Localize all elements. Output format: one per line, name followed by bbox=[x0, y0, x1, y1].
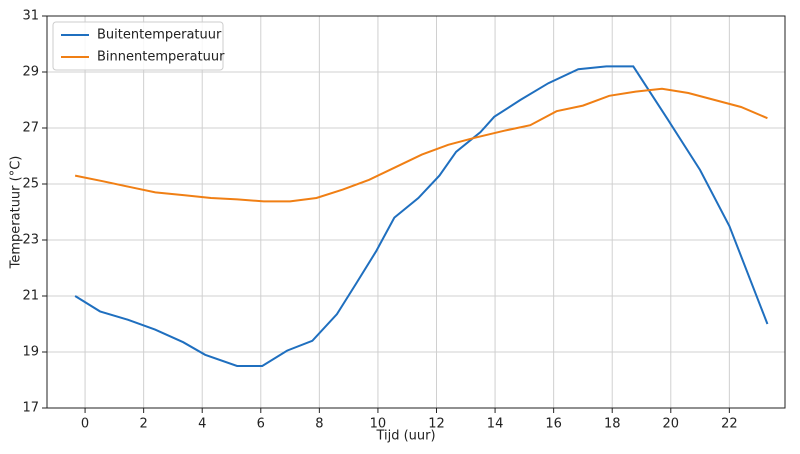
y-tick-label: 27 bbox=[22, 121, 39, 136]
y-tick-label: 29 bbox=[22, 65, 39, 80]
x-tick-label: 10 bbox=[370, 417, 387, 432]
x-tick-label: 16 bbox=[545, 417, 562, 432]
x-axis-label: Tijd (uur) bbox=[375, 429, 435, 444]
y-tick-label: 25 bbox=[22, 177, 39, 192]
x-tick-label: 2 bbox=[140, 417, 148, 432]
y-tick-label: 19 bbox=[22, 345, 39, 360]
y-tick-label: 23 bbox=[22, 233, 39, 248]
x-tick-label: 18 bbox=[604, 417, 621, 432]
x-tick-label: 12 bbox=[428, 417, 445, 432]
y-tick-label: 17 bbox=[22, 401, 39, 416]
plot-frame bbox=[46, 15, 786, 409]
x-tick-label: 8 bbox=[315, 417, 323, 432]
x-tick-label: 20 bbox=[663, 417, 680, 432]
x-tick-label: 0 bbox=[81, 417, 89, 432]
data-line bbox=[74, 87, 768, 203]
data-line bbox=[74, 65, 769, 367]
y-tick-label: 31 bbox=[22, 9, 39, 24]
legend: Buitentemperatuur Binnentemperatuur bbox=[52, 21, 225, 71]
y-axis-label: Temperatuur (°C) bbox=[9, 156, 24, 270]
x-tick-label: 14 bbox=[487, 417, 504, 432]
legend-box bbox=[52, 21, 224, 71]
legend-label: Buitentemperatuur bbox=[97, 28, 222, 43]
legend-label: Binnentemperatuur bbox=[97, 50, 225, 65]
x-tick-label: 6 bbox=[257, 417, 265, 432]
x-tick-label: 4 bbox=[198, 417, 206, 432]
x-tick-label: 22 bbox=[721, 417, 738, 432]
y-tick-label: 21 bbox=[22, 289, 39, 304]
